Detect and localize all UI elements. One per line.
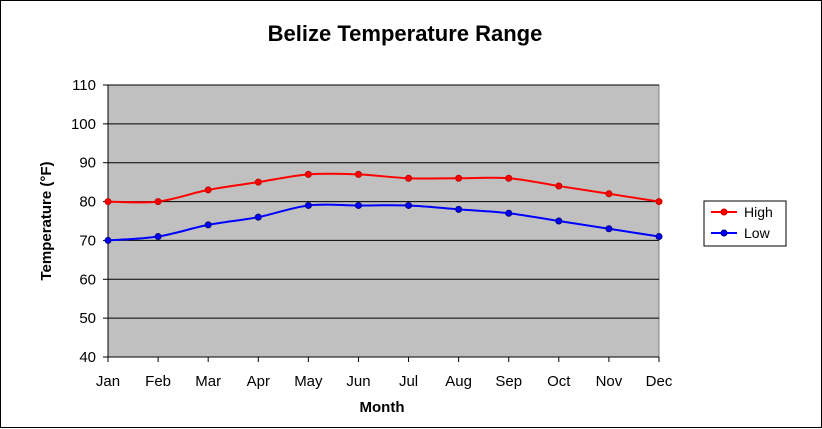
x-tick-label: Oct (547, 373, 571, 390)
data-point-high (254, 178, 262, 186)
y-axis-title: Temperature (°F) (38, 161, 55, 280)
data-point-high (405, 174, 413, 182)
data-point-low (304, 201, 312, 209)
y-tick-label: 100 (71, 116, 96, 133)
data-point-low (605, 225, 613, 233)
x-tick-label: May (294, 373, 323, 390)
data-point-low (655, 233, 663, 241)
data-point-low (555, 217, 563, 225)
x-tick-label: Apr (247, 373, 270, 390)
data-point-low (455, 205, 463, 213)
data-point-low (505, 209, 513, 217)
x-tick-label: Sep (495, 373, 522, 390)
gridlines (108, 84, 659, 319)
data-point-high (505, 174, 513, 182)
data-point-low (204, 221, 212, 229)
data-point-low (104, 236, 112, 244)
data-point-low (405, 201, 413, 209)
series-line-high (107, 172, 660, 204)
data-point-high (605, 190, 613, 198)
y-tick-label: 90 (79, 155, 96, 172)
x-tick-label: Mar (195, 373, 221, 390)
legend-box (703, 200, 787, 247)
legend-marker-low (720, 229, 728, 237)
y-tick-label: 110 (72, 77, 96, 94)
y-tick-label: 60 (79, 271, 96, 288)
data-point-high (354, 170, 362, 178)
legend-marker-high (720, 208, 728, 216)
legend-label-high: High (744, 204, 773, 220)
legend-label-low: Low (744, 225, 771, 241)
y-axis: 40 50 60 70 80 90 100 110 (71, 77, 109, 366)
y-tick-label: 80 (79, 194, 96, 211)
data-point-high (455, 174, 463, 182)
plot-area (107, 84, 660, 358)
y-tick-label: 40 (79, 349, 96, 366)
x-tick-label: Dec (646, 373, 673, 390)
data-point-high (204, 186, 212, 194)
x-tick-label: Jun (346, 373, 370, 390)
data-point-high (104, 198, 112, 206)
x-axis: Jan Feb Mar Apr May Jun Jul Aug Sep Oct Nov Dec (96, 356, 673, 390)
chart-title: Belize Temperature Range (268, 21, 543, 46)
x-tick-label: Jan (96, 373, 120, 390)
data-point-high (154, 198, 162, 206)
y-tick-label: 70 (79, 232, 96, 249)
series-line-low (107, 203, 660, 242)
legend: High Low (703, 200, 787, 247)
data-point-low (154, 233, 162, 241)
data-point-high (655, 198, 663, 206)
series-layer (104, 170, 663, 244)
x-tick-label: Aug (445, 373, 472, 390)
data-point-high (304, 170, 312, 178)
data-point-low (254, 213, 262, 221)
x-tick-label: Nov (596, 373, 623, 390)
x-tick-label: Feb (145, 373, 171, 390)
x-axis-title: Month (360, 399, 405, 416)
data-point-low (354, 201, 362, 209)
x-tick-label: Jul (399, 373, 418, 390)
y-tick-label: 50 (79, 310, 96, 327)
data-point-high (555, 182, 563, 190)
